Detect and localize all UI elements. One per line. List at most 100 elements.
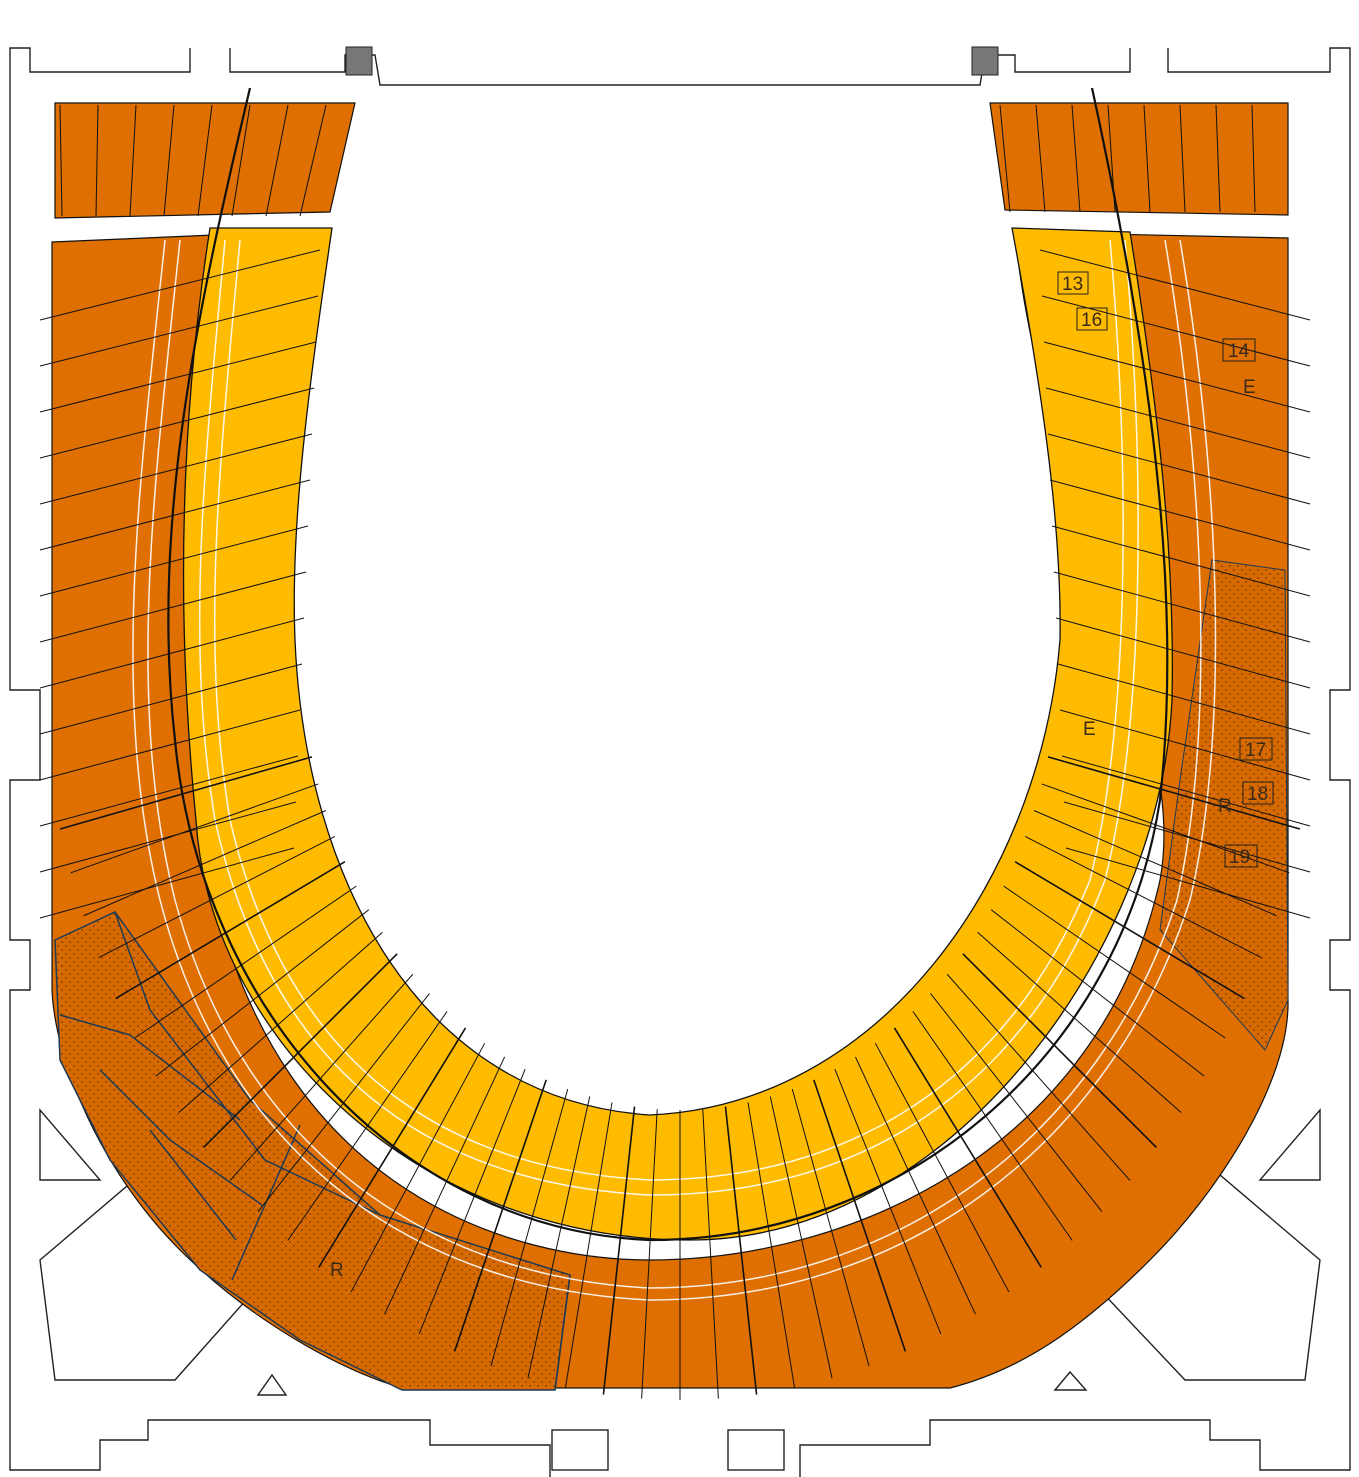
radial-seat-line [791,1088,870,1367]
row-line-left [39,525,309,597]
upper-box-divider-right [1143,104,1151,213]
radial-seat-line [70,783,319,874]
pillar-left [345,46,373,76]
dotted-zone-right [1159,559,1289,1051]
seat-row-dividers [39,104,1311,1400]
radial-seat-line [602,1106,636,1395]
stair-core-left [39,1174,256,1381]
radial-seat-line [912,1011,1073,1241]
row-line-left [39,341,317,413]
radial-seat-line [318,1027,467,1268]
triangle-marker-right [1053,1370,1088,1391]
upper-box-divider-left [95,104,99,217]
pier-right-lower [1258,1108,1321,1181]
radial-seat-line [115,861,346,1000]
label-17: 17 [1245,740,1266,761]
label-18: 18 [1247,784,1268,805]
radial-seat-line [1014,861,1245,1000]
radial-seat-line [724,1106,758,1395]
upper-box-divider-left [163,104,175,217]
label-box-13 [1057,271,1089,295]
row-line-left [39,801,297,873]
radial-seat-line [874,1042,1010,1293]
radial-seat-line [134,885,357,1039]
pillar-right [971,46,999,76]
row-line-right [1039,249,1311,321]
radial-seat-line [834,1068,942,1335]
radial-seat-line [946,973,1131,1181]
triangle-marker-left [256,1373,288,1396]
radial-seat-line [962,953,1157,1149]
upper-box-divider-right [1215,104,1221,213]
corridor-lines [132,239,1217,1301]
upper-box-divider-left [197,104,213,217]
radial-seat-line [418,1068,526,1335]
radial-seat-line [769,1096,833,1379]
radial-seat-line [641,1109,658,1399]
labels: 13 16 14 E E 17 18 R 19 R [330,271,1274,1281]
radial-seat-line [1003,885,1226,1039]
radial-seat-line [1033,810,1277,917]
row-line-left [39,847,295,919]
row-line-right [1055,617,1311,689]
dotted-zone-dividers [59,911,571,1391]
label-box-18 [1242,781,1274,805]
dotted-zone-left [54,911,571,1391]
row-line-left [39,709,301,781]
label-box-14 [1222,338,1256,362]
upper-box-divider-right [999,104,1011,213]
upper-box-divider-right [1071,104,1081,213]
radial-seat-line [527,1096,591,1379]
radial-seat-line [564,1102,613,1388]
row-line-left [39,249,321,321]
radial-seat-line [178,931,383,1114]
row-line-left [39,479,311,551]
upper-box-divider-left [231,104,251,217]
radial-seat-line [977,931,1182,1114]
stage-wall [229,48,1131,86]
row-line-right [1057,663,1311,735]
row-line-right [1059,709,1311,781]
upper-box-divider-left [299,104,327,217]
radial-seat-line [453,1079,547,1352]
row-line-left [39,755,299,827]
radial-seat-line [1041,783,1290,874]
radial-seat-line [490,1088,569,1367]
building-walls [9,47,1351,1477]
row-line-right [1045,387,1311,459]
label-14: 14 [1228,341,1250,362]
label-19: 19 [1229,847,1250,868]
upper-box-divider-left [129,104,137,217]
row-line-left [39,387,315,459]
radial-seat-line [229,973,414,1181]
radial-seat-line [1024,836,1262,959]
label-box-19 [1224,844,1258,868]
upper-box-divider-right [1179,104,1186,213]
label-16: 16 [1081,310,1102,331]
radial-seat-line [59,756,313,830]
stair-core-right [1099,1174,1321,1381]
upper-box-divider-left [265,104,289,217]
row-line-right [1049,479,1311,551]
upper-box-divider-right [1035,104,1046,213]
outer-wall-left [9,47,551,1477]
radial-seat-line [155,909,370,1077]
row-line-right [1061,755,1311,827]
upper-box-divider-right [1251,104,1256,213]
radial-seat-line [350,1042,486,1293]
row-line-left [39,295,319,367]
radial-seat-line [1047,756,1301,830]
upper-box-divider-left [59,104,63,217]
label-r-right: R [1218,796,1232,817]
radial-seat-line [98,836,336,959]
tier-boundary [167,87,1169,1242]
radial-seat-line [893,1027,1042,1268]
radial-seat-line [813,1079,907,1352]
inner-tier [182,227,1174,1241]
radial-seat-line [990,909,1205,1077]
exit-box-2 [727,1429,785,1471]
row-line-right [1043,341,1311,413]
label-e-lower: E [1083,719,1096,740]
row-line-right [1065,847,1311,919]
